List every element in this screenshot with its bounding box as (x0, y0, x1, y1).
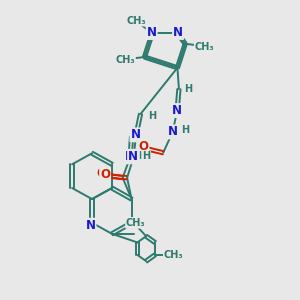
Text: O: O (139, 140, 148, 153)
Text: H: H (184, 83, 193, 94)
Text: N: N (168, 125, 178, 138)
Text: N: N (130, 128, 140, 141)
Text: H: H (181, 124, 189, 135)
Text: CH₃: CH₃ (126, 16, 146, 26)
Text: N: N (147, 26, 157, 39)
Text: CH₃: CH₃ (126, 218, 146, 228)
Text: H: H (142, 151, 150, 161)
Text: CH₃: CH₃ (116, 55, 135, 65)
Text: CH₃: CH₃ (164, 250, 183, 260)
Text: CH₃: CH₃ (195, 42, 214, 52)
Text: N: N (124, 150, 134, 163)
Text: H: H (148, 110, 156, 121)
Text: O: O (100, 169, 110, 182)
Text: H: H (139, 151, 147, 161)
Text: O: O (96, 167, 106, 180)
Text: N: N (172, 104, 182, 117)
Text: N: N (85, 219, 96, 232)
Text: N: N (173, 26, 183, 39)
Text: N: N (128, 150, 138, 163)
